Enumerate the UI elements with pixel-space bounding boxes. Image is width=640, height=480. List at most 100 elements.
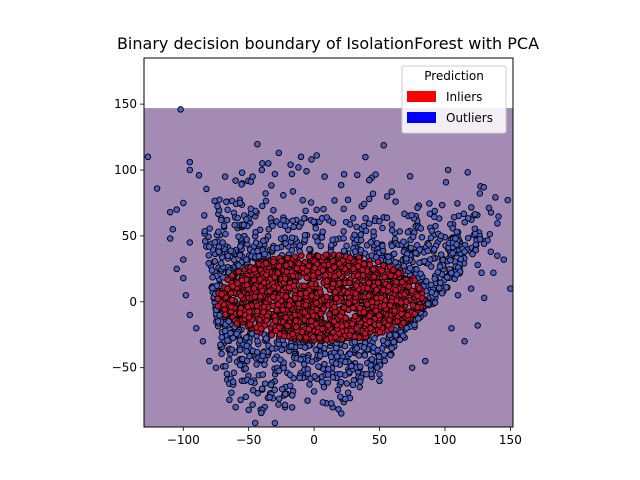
outlier-point [328, 241, 335, 249]
inlier-point [374, 279, 382, 287]
outlier-point [300, 215, 308, 222]
inlier-point [351, 313, 359, 320]
inlier-point [238, 277, 246, 284]
inlier-point [359, 266, 366, 274]
outlier-point [227, 247, 235, 254]
inlier-point [391, 307, 398, 315]
inlier-point [361, 330, 369, 337]
outlier-point [337, 378, 345, 386]
outlier-point [435, 284, 443, 292]
inlier-point [411, 310, 419, 318]
inlier-point [253, 302, 261, 309]
outlier-point [280, 192, 287, 199]
outlier-point [182, 291, 190, 299]
outlier-point [332, 360, 340, 367]
outlier-point [461, 248, 468, 255]
inlier-point [262, 260, 270, 267]
outlier-point [417, 225, 425, 232]
outlier-point [280, 217, 287, 224]
outlier-point [390, 338, 398, 346]
outlier-point [349, 214, 357, 222]
outlier-point [454, 291, 462, 299]
outlier-point [302, 207, 309, 215]
outlier-point [461, 219, 468, 226]
outlier-point [346, 221, 354, 228]
outlier-point [403, 324, 410, 332]
outlier-point [236, 199, 244, 207]
outlier-point [417, 270, 424, 277]
inlier-point [258, 325, 265, 332]
inlier-point [250, 285, 258, 292]
inlier-point [222, 311, 229, 318]
inlier-point [332, 333, 339, 341]
inlier-point [237, 292, 244, 300]
inlier-point [386, 316, 393, 324]
outlier-point [340, 171, 348, 178]
outlier-point [329, 219, 337, 227]
outlier-point [476, 190, 484, 197]
outlier-point [426, 200, 433, 207]
outlier-point [228, 389, 235, 396]
inlier-point [338, 323, 346, 330]
inlier-point [319, 266, 327, 274]
x-axis: −100 −50 0 50 100 150 [167, 427, 522, 447]
inlier-point [214, 295, 221, 303]
inlier-point [350, 304, 357, 312]
outlier-point [223, 370, 231, 378]
outlier-point [340, 247, 348, 255]
outlier-point [193, 324, 200, 332]
outlier-point [369, 190, 377, 197]
outlier-point [223, 198, 230, 206]
inlier-point [245, 314, 253, 321]
inlier-point [272, 317, 279, 324]
outlier-point [262, 197, 270, 205]
outlier-point [467, 285, 475, 292]
outlier-point [224, 252, 232, 260]
outlier-point [321, 173, 328, 180]
outlier-point [312, 225, 319, 232]
x-tick-label: −50 [236, 433, 261, 447]
outlier-point [357, 231, 365, 238]
outlier-point [494, 220, 501, 227]
inlier-point [270, 258, 277, 266]
outlier-point [337, 393, 344, 400]
outlier-point [495, 213, 502, 220]
outlier-point [233, 330, 240, 338]
chart-title: Binary decision boundary of IsolationFor… [117, 34, 539, 53]
outlier-point [240, 221, 247, 229]
outlier-point [282, 240, 289, 247]
x-tick-label: 100 [434, 433, 457, 447]
inlier-point [250, 266, 258, 273]
outlier-point [186, 158, 194, 166]
inlier-point [275, 263, 283, 270]
inlier-point [263, 317, 270, 324]
outlier-point [259, 160, 266, 167]
outlier-point [388, 188, 396, 195]
outlier-point [415, 315, 422, 322]
inlier-point [273, 306, 280, 314]
outlier-point [372, 171, 379, 178]
inlier-point [336, 260, 343, 267]
legend-label-inliers: Inliers [446, 90, 482, 104]
outlier-point [259, 371, 267, 378]
outlier-point [360, 200, 368, 208]
outlier-point [313, 152, 320, 159]
outlier-point [247, 378, 255, 386]
inlier-point [322, 251, 330, 258]
outlier-point [312, 233, 319, 240]
outlier-point [480, 240, 488, 248]
outlier-point [288, 342, 295, 350]
inlier-point [285, 302, 293, 309]
inlier-point [359, 272, 367, 279]
outlier-point [254, 390, 261, 397]
outlier-point [318, 234, 326, 241]
outlier-point [387, 351, 394, 359]
outlier-point [408, 364, 416, 371]
inlier-point [289, 330, 297, 338]
outlier-point [261, 250, 268, 258]
outlier-point [366, 176, 373, 184]
outlier-point [286, 382, 294, 389]
outlier-point [268, 345, 276, 352]
inlier-point [332, 288, 339, 296]
outlier-point [427, 281, 435, 289]
